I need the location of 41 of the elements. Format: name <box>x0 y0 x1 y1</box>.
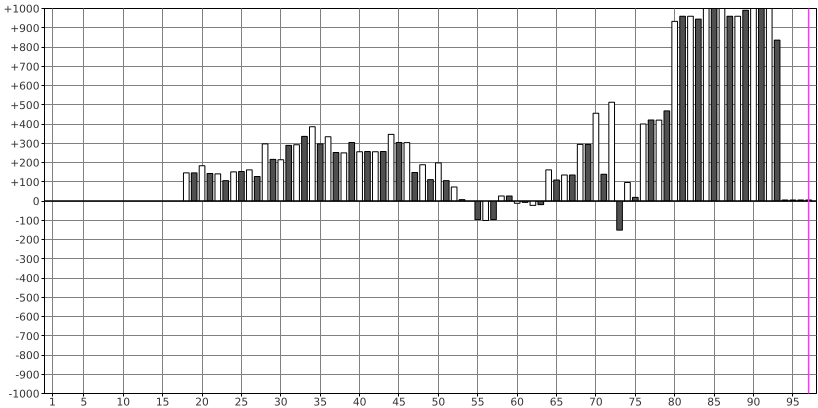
x-tick-label: 40 <box>352 396 367 408</box>
y-tick-label: +1000 <box>3 2 40 16</box>
x-tick-label: 60 <box>510 396 524 408</box>
x-tick-label: 45 <box>392 396 406 408</box>
x-tick-label: 5 <box>80 396 88 408</box>
x-tick-label: 75 <box>628 396 642 408</box>
y-tick-label: -300 <box>15 252 40 266</box>
x-tick-label: 35 <box>313 396 327 408</box>
x-tick-label: 80 <box>668 396 682 408</box>
y-tick-label: +500 <box>10 98 40 112</box>
y-tick-label: -700 <box>15 330 40 343</box>
y-tick-label: +800 <box>10 41 40 54</box>
y-tick-label: -800 <box>15 349 40 362</box>
y-tick-label: +400 <box>10 118 40 131</box>
y-tick-label: +300 <box>10 137 40 150</box>
y-tick-label: -100 <box>15 214 40 228</box>
x-tick-label: 65 <box>550 396 564 408</box>
y-tick-label: -400 <box>15 272 40 285</box>
x-tick-label: 95 <box>786 396 800 408</box>
x-tick-label: 50 <box>432 396 446 408</box>
x-tick-label: 1 <box>48 396 56 408</box>
x-tick-label: 20 <box>195 396 210 408</box>
y-tick-label: +100 <box>10 176 40 189</box>
x-tick-label: 55 <box>470 396 485 408</box>
x-tick-label: 25 <box>234 396 248 408</box>
x-tick-label: 70 <box>589 396 603 408</box>
x-tick-label: 10 <box>116 396 130 408</box>
y-tick-label: -1000 <box>8 388 40 400</box>
x-tick-label: 15 <box>156 396 170 408</box>
y-tick-label: +700 <box>10 60 40 74</box>
y-tick-label: -200 <box>15 234 40 246</box>
y-tick-label: -900 <box>15 368 40 382</box>
y-tick-label: -500 <box>15 291 40 304</box>
y-tick-label: +900 <box>10 22 40 35</box>
x-tick-label: 30 <box>274 396 288 408</box>
y-tick-label: +200 <box>10 156 40 170</box>
y-tick-label: 0 <box>32 195 40 208</box>
y-tick-label: -600 <box>15 310 40 324</box>
y-tick-label: +600 <box>10 80 40 92</box>
x-tick-label: 90 <box>746 396 760 408</box>
x-tick-label: 85 <box>707 396 721 408</box>
